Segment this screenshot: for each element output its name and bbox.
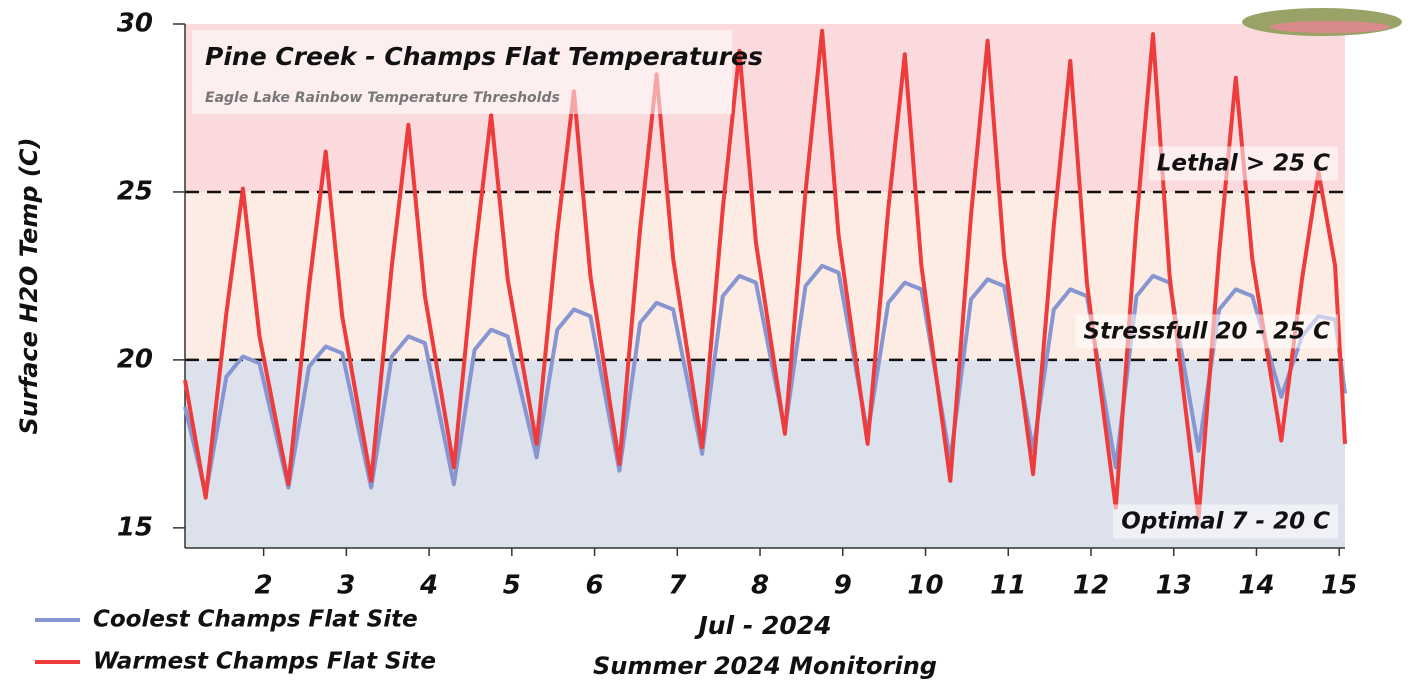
x-tick-label: 7 — [668, 571, 687, 601]
fish-stripe — [1270, 21, 1390, 33]
x-tick-label: 11 — [990, 571, 1026, 601]
band-label-box — [1148, 146, 1339, 181]
x-axis-label: Jul - 2024 — [693, 611, 831, 640]
x-tick-label: 5 — [503, 571, 521, 601]
chart-title: Pine Creek - Champs Flat Temperatures — [205, 42, 763, 71]
band-label-box — [1113, 504, 1339, 539]
y-tick-label: 25 — [117, 176, 153, 206]
caption: Summer 2024 Monitoring — [593, 652, 937, 680]
x-tick-label: 2 — [255, 571, 273, 601]
x-tick-label: 4 — [419, 571, 438, 601]
chart-subtitle: Eagle Lake Rainbow Temperature Threshold… — [205, 90, 560, 106]
fish-icon — [1242, 8, 1402, 36]
legend-label: Coolest Champs Flat Site — [93, 607, 418, 633]
y-tick-label: 15 — [117, 512, 153, 542]
x-tick-label: 3 — [337, 571, 355, 601]
band-label: Lethal > 25 C — [1157, 150, 1330, 176]
x-tick-label: 10 — [907, 571, 943, 601]
x-tick-label: 8 — [751, 571, 769, 601]
series-line — [183, 263, 1347, 497]
y-axis-label: Surface H2O Temp (C) — [15, 138, 43, 435]
axes — [173, 23, 1345, 556]
y-tick-label: 30 — [117, 9, 153, 39]
x-tick-label: 13 — [1156, 571, 1192, 601]
y-tick-label: 20 — [117, 344, 153, 374]
x-tick-label: 12 — [1073, 571, 1109, 601]
x-tick-label: 15 — [1321, 571, 1357, 601]
x-tick-label: 9 — [834, 571, 852, 601]
band-label: Optimal 7 - 20 C — [1121, 509, 1330, 535]
x-tick-label: 14 — [1238, 571, 1274, 601]
labels: 15 20 25 30 2 3 4 5 6 7 8 9 10 11 12 13 14 15 Pine Creek -… — [15, 9, 1357, 681]
band-label: Stressfull 20 - 25 C — [1084, 318, 1331, 344]
x-tick-label: 6 — [586, 571, 604, 601]
band-label-box — [1075, 314, 1339, 349]
title-box — [192, 30, 732, 114]
legend-label: Warmest Champs Flat Site — [93, 649, 436, 675]
